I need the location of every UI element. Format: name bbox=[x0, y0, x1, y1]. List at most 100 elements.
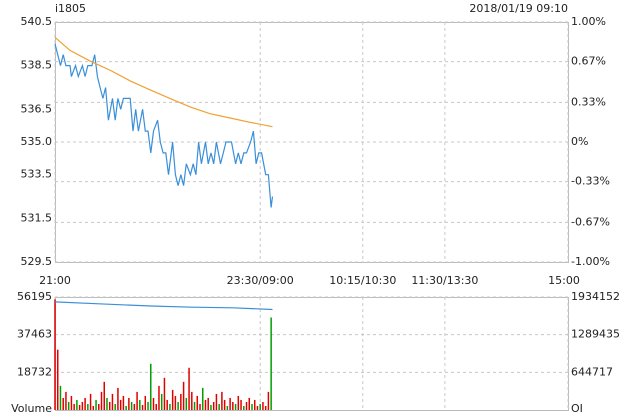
y2-tick-label: 0.67% bbox=[571, 55, 606, 68]
volume-bar bbox=[180, 393, 182, 410]
volume-bar bbox=[125, 405, 127, 410]
volume-bar bbox=[130, 401, 133, 410]
y2-tick-label: 0% bbox=[571, 135, 588, 148]
volume-bar bbox=[136, 391, 138, 410]
volume-bar bbox=[122, 395, 125, 410]
volume-bar bbox=[196, 395, 199, 410]
x-tick-label: 11:30/13:30 bbox=[411, 274, 478, 287]
y-tick-label: 538.5 bbox=[21, 59, 53, 72]
volume-bar bbox=[133, 403, 136, 410]
y-tick-label: 37463 bbox=[17, 328, 52, 341]
volume-bar bbox=[78, 404, 81, 410]
volume-bar bbox=[237, 395, 240, 410]
volume-bar bbox=[160, 393, 163, 410]
volume-bar bbox=[218, 403, 220, 410]
y-tick-label: 536.5 bbox=[21, 102, 53, 115]
volume-bar bbox=[177, 401, 179, 410]
volume-bar bbox=[193, 401, 196, 410]
volume-bar bbox=[87, 403, 89, 410]
volume-bar bbox=[256, 405, 259, 410]
symbol: i1805 bbox=[55, 2, 86, 15]
volume-bar bbox=[229, 397, 231, 410]
volume-bar bbox=[169, 403, 171, 410]
volume-bar bbox=[76, 399, 78, 410]
volume-bar bbox=[240, 399, 242, 410]
volume-bar bbox=[245, 401, 248, 410]
y2-tick-label: -0.67% bbox=[571, 215, 610, 228]
volume-bar bbox=[70, 395, 73, 410]
volume-bar bbox=[155, 403, 157, 410]
volume-bar bbox=[221, 391, 223, 410]
volume-bar bbox=[191, 391, 193, 410]
volume-bar bbox=[201, 387, 204, 410]
volume-bar bbox=[108, 401, 111, 410]
volume-bar bbox=[111, 393, 114, 410]
volume-bar bbox=[106, 397, 108, 410]
volume-bar bbox=[185, 397, 188, 410]
y2-tick-label: 644717 bbox=[571, 365, 613, 378]
volume-bar bbox=[89, 393, 92, 410]
volume-bar bbox=[188, 367, 190, 410]
y2-tick-label: 1.00% bbox=[571, 15, 606, 28]
volume-bar bbox=[144, 395, 147, 410]
volume-bar bbox=[84, 397, 86, 410]
volume-bar bbox=[103, 381, 105, 410]
y-tick-label: 535.0 bbox=[21, 135, 53, 148]
y2-tick-label: -1.00% bbox=[571, 255, 610, 268]
volume-bar bbox=[212, 401, 215, 410]
x-tick-label: 15:00 bbox=[548, 274, 580, 287]
volume-bar bbox=[251, 403, 253, 410]
volume-bar bbox=[92, 405, 95, 410]
volume-bar bbox=[65, 391, 67, 410]
volume-bar bbox=[95, 399, 97, 410]
volume-bar bbox=[67, 401, 70, 410]
oi-line bbox=[54, 301, 273, 311]
volume-bar bbox=[199, 403, 201, 410]
volume-bar bbox=[139, 399, 141, 410]
volume-bar bbox=[141, 404, 144, 410]
volume-bar bbox=[259, 403, 261, 410]
volume-bar bbox=[270, 317, 272, 410]
volume-bar bbox=[163, 377, 166, 410]
volume-bar bbox=[174, 395, 177, 410]
y2-tick-label: 1934152 bbox=[571, 290, 620, 303]
volume-bar bbox=[223, 399, 226, 410]
volume-bar bbox=[204, 399, 207, 410]
volume-bar bbox=[62, 397, 64, 410]
y-tick-label: 540.5 bbox=[21, 15, 53, 28]
y2-axis-label: OI bbox=[571, 402, 583, 415]
volume-bar bbox=[119, 399, 122, 410]
volume-bar bbox=[81, 401, 84, 410]
volume-bar bbox=[243, 405, 245, 410]
volume-bar bbox=[207, 397, 209, 410]
volume-bar bbox=[166, 399, 168, 410]
y-tick-label: 56195 bbox=[17, 290, 52, 303]
volume-bar bbox=[226, 405, 229, 410]
volume-bar bbox=[215, 393, 218, 410]
volume-bar bbox=[182, 381, 185, 410]
y-tick-label: 18732 bbox=[17, 365, 52, 378]
volume-bar bbox=[98, 403, 100, 410]
volume-bar bbox=[262, 401, 264, 410]
volume-bar bbox=[117, 387, 119, 410]
y-axis-label: Volume bbox=[11, 402, 52, 415]
volume-bar bbox=[267, 391, 270, 410]
price-line bbox=[54, 36, 273, 128]
volume-bar bbox=[232, 401, 234, 410]
timestamp: 2018/01/19 09:10 bbox=[469, 2, 568, 15]
y2-tick-label: -0.33% bbox=[571, 175, 610, 188]
volume-bar bbox=[158, 385, 160, 410]
volume-bar bbox=[128, 397, 130, 410]
y-tick-label: 531.5 bbox=[21, 211, 53, 224]
volume-bar bbox=[73, 403, 75, 410]
y-tick-label: 529.5 bbox=[21, 255, 53, 268]
x-tick-label: 10:15/10:30 bbox=[329, 274, 396, 287]
y2-tick-label: 0.33% bbox=[571, 95, 606, 108]
volume-bar bbox=[54, 299, 56, 410]
volume-bar bbox=[147, 401, 149, 410]
volume-bar bbox=[171, 389, 174, 410]
volume-bar bbox=[234, 403, 237, 410]
volume-bar bbox=[210, 404, 212, 410]
